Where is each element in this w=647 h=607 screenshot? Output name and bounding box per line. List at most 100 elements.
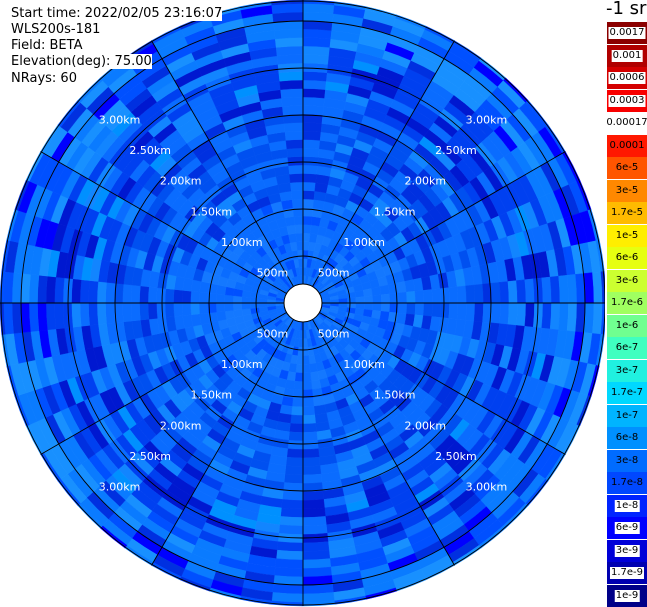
backscatter-cell [302, 241, 310, 251]
backscatter-cell [274, 28, 304, 40]
colorbar-tick-label: 6e-8 [615, 432, 639, 443]
backscatter-cell [279, 516, 304, 527]
backscatter-cell [280, 507, 304, 518]
backscatter-cell [524, 278, 535, 304]
colorbar-tick-label: 1.7e-5 [610, 207, 644, 218]
backscatter-cell [310, 371, 320, 382]
backscatter-cell [566, 302, 578, 332]
backscatter-cell [347, 297, 357, 304]
backscatter-cell [139, 285, 150, 304]
backscatter-cell [37, 302, 48, 331]
colorbar-swatch: 0.001 [607, 44, 647, 67]
backscatter-cell [456, 285, 467, 304]
backscatter-cell [285, 456, 304, 467]
colorbar-swatch: 1e-5 [607, 224, 647, 247]
range-ring-label: 1.00km [343, 358, 385, 371]
backscatter-cell [524, 302, 535, 328]
colorbar-swatch: 6e-7 [607, 337, 647, 359]
backscatter-cell [275, 549, 304, 561]
backscatter-cell [499, 281, 510, 304]
backscatter-cell [295, 232, 304, 243]
backscatter-cell [302, 88, 326, 99]
backscatter-cell [275, 37, 304, 48]
colorbar-swatch: 1.7e-7 [607, 382, 647, 404]
backscatter-cell [302, 423, 317, 433]
backscatter-cell [566, 274, 578, 304]
range-ring-label: 1.00km [343, 236, 385, 249]
range-ring-label: 2.00km [160, 175, 202, 188]
colorbar-tick-label: 1e-8 [614, 499, 640, 512]
backscatter-cell [302, 147, 320, 158]
backscatter-cell [11, 302, 23, 334]
backscatter-cell [96, 281, 107, 304]
backscatter-cell [302, 338, 308, 348]
backscatter-cell [276, 54, 304, 65]
backscatter-cell [289, 173, 304, 183]
colorbar-tick-label: 6e-9 [614, 522, 640, 534]
backscatter-cell [302, 181, 316, 192]
range-ring-label: 500m [318, 328, 350, 341]
backscatter-cell [302, 541, 330, 552]
colorbar-swatch: 6e-6 [607, 247, 647, 269]
backscatter-cell [431, 288, 442, 304]
backscatter-cell [54, 276, 65, 304]
backscatter-cell [298, 258, 304, 268]
backscatter-cell [583, 272, 595, 304]
range-ring-label: 1.00km [221, 236, 263, 249]
backscatter-cell [302, 414, 316, 425]
backscatter-cell [295, 363, 304, 374]
backscatter-cell [363, 295, 374, 304]
backscatter-cell [215, 302, 226, 313]
backscatter-cell [558, 275, 569, 304]
range-ring-label: 3.00km [99, 114, 141, 127]
range-ring-label: 500m [257, 266, 289, 279]
backscatter-cell [414, 290, 425, 304]
backscatter-cell [302, 45, 331, 57]
backscatter-cell [28, 274, 40, 304]
backscatter-cell [507, 280, 518, 304]
backscatter-cell [291, 190, 304, 200]
backscatter-cell [96, 302, 107, 325]
backscatter-cell [282, 490, 304, 501]
colorbar-swatch: 3e-6 [607, 269, 647, 292]
range-ring-label: 2.00km [160, 419, 202, 432]
range-ring-label: 2.50km [129, 450, 171, 463]
backscatter-cell [37, 275, 48, 304]
backscatter-cell [3, 302, 14, 335]
backscatter-cell [284, 130, 304, 141]
backscatter-cell [3, 271, 14, 304]
backscatter-cell [302, 224, 312, 234]
backscatter-cell [274, 566, 304, 578]
backscatter-cell [302, 473, 323, 484]
backscatter-cell [88, 280, 99, 304]
backscatter-cell [302, 139, 321, 150]
colorbar-swatch: 3e-5 [607, 179, 647, 202]
backscatter-cell [302, 490, 324, 501]
range-ring-label: 1.50km [374, 205, 416, 218]
colorbar-tick-label: 0.0006 [608, 72, 646, 84]
backscatter-cell [289, 423, 304, 433]
range-ring-label: 3.00km [99, 480, 141, 493]
backscatter-cell [558, 302, 569, 331]
colorbar-swatch: 6e-5 [607, 157, 647, 179]
colorbar-tick-label: 3e-5 [615, 184, 639, 196]
backscatter-cell [302, 372, 312, 382]
backscatter-cell [105, 302, 116, 324]
backscatter-cell [302, 347, 309, 357]
backscatter-cell [286, 448, 304, 459]
backscatter-cell [173, 302, 183, 317]
colorbar-swatch: 1.7e-9 [607, 562, 647, 584]
colorbar-tick-label: 3e-7 [615, 364, 639, 376]
backscatter-cell [440, 287, 450, 304]
azimuth-spokes [0, 0, 605, 606]
azimuth-spoke [302, 40, 455, 304]
colorbar-tick-label: 1e-9 [614, 589, 640, 602]
backscatter-cell [592, 302, 603, 335]
backscatter-cell [302, 406, 315, 416]
backscatter-cell [291, 406, 304, 416]
colorbar-swatch: 1e-6 [607, 314, 647, 337]
backscatter-cell [241, 296, 251, 304]
backscatter-cell [275, 45, 304, 57]
colorbar-swatch: 1e-8 [607, 494, 647, 517]
backscatter-cell [287, 156, 304, 166]
